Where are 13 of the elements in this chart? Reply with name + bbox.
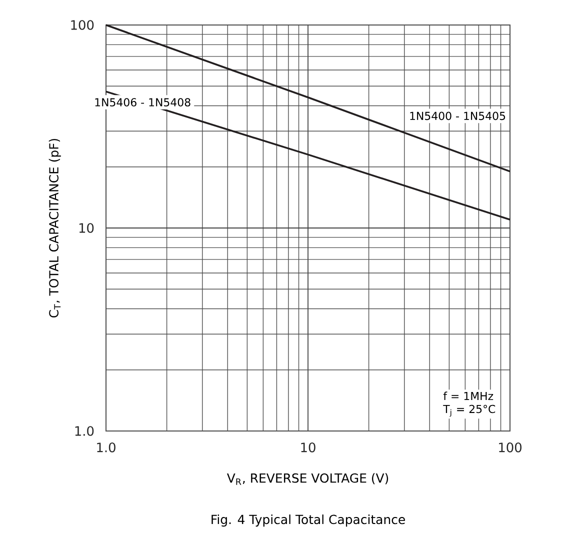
text: Fig. 4 Typical Total Capacitance [212,514,405,527]
x-tick-label: 1.0 [97,442,116,452]
y-tick-label: 10 [79,223,94,233]
x-tick-label: 10 [301,442,316,452]
series-label: 1N5406 - 1N5408 [95,98,190,106]
y-tick-label: 1.0 [75,426,94,436]
annotation: T$_{j}$ = 25°C [443,404,496,417]
y-tick-label: 100 [71,20,94,30]
x-axis-title: V$_{R}$, REVERSE VOLTAGE (V) [226,473,388,485]
series-label: 1N5400 - 1N5405 [410,112,506,120]
x-tick-label: 100 [499,442,522,452]
annotation: f = 1MHz [443,392,494,400]
y-axis-title: C$_{T}$, TOTAL CAPACITANCE (pF) [48,138,61,318]
